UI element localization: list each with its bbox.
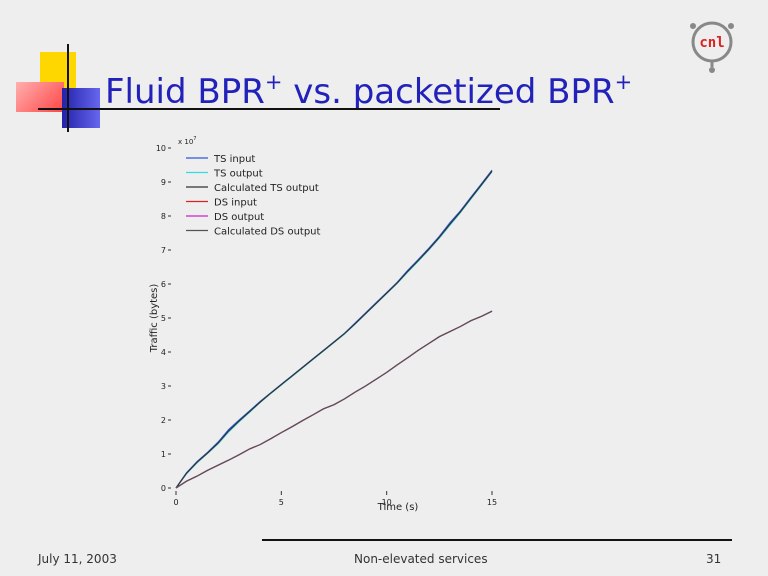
y-tick-label: 7 xyxy=(161,246,166,255)
y-tick-label: 0 xyxy=(161,484,166,493)
footer-rule xyxy=(262,539,732,541)
y-tick-label: 6 xyxy=(161,280,166,289)
series-line-5 xyxy=(175,310,493,489)
x-tick-label: 0 xyxy=(173,498,178,507)
chart-axes: 0 1 2 3 4 5 6 7 8 9 10 0 5 10 15 xyxy=(156,144,497,507)
legend-label: DS input xyxy=(214,198,257,209)
x-tick-label: 5 xyxy=(279,498,284,507)
footer-title: Non-elevated services xyxy=(354,552,488,566)
x-tick-label: 10 xyxy=(382,498,392,507)
series-line-4 xyxy=(175,310,493,489)
y-multiplier: x 107 xyxy=(178,136,196,146)
chart-legend: TS input TS output Calculated TS output DS … xyxy=(186,154,321,238)
legend-label: Calculated TS output xyxy=(214,183,319,194)
y-tick-label: 9 xyxy=(161,178,166,187)
title-underline xyxy=(38,108,500,110)
legend-label: Calculated DS output xyxy=(214,227,321,238)
y-tick-label: 2 xyxy=(161,416,166,425)
series-line-2 xyxy=(175,170,493,489)
y-tick-label: 5 xyxy=(161,314,166,323)
y-tick-label: 10 xyxy=(156,144,166,153)
slide-title: Fluid BPR+ vs. packetized BPR+ xyxy=(105,70,633,112)
y-axis-label: Traffic (bytes) xyxy=(149,284,160,354)
footer-date: July 11, 2003 xyxy=(38,552,117,566)
x-axis-label: Time (s) xyxy=(377,502,419,513)
y-tick-label: 1 xyxy=(161,450,166,459)
legend-label: DS output xyxy=(214,212,264,223)
y-tick-label: 4 xyxy=(161,348,166,357)
corner-square-red-gradient xyxy=(16,82,64,112)
y-tick-label: 8 xyxy=(161,212,166,221)
page-number: 31 xyxy=(706,552,722,566)
legend-label: TS input xyxy=(213,154,255,165)
chart-series xyxy=(175,169,493,489)
y-tick-label: 3 xyxy=(161,382,166,391)
cnl-logo: cnl xyxy=(690,21,734,73)
traffic-chart: 0 1 2 3 4 5 6 7 8 9 10 0 5 10 15 TS input TS output Calc… xyxy=(149,136,497,513)
corner-vertical-rule xyxy=(67,44,69,132)
logo-text: cnl xyxy=(699,35,724,51)
x-tick-label: 15 xyxy=(487,498,497,507)
legend-label: TS output xyxy=(213,169,263,180)
series-line-3 xyxy=(175,310,493,489)
